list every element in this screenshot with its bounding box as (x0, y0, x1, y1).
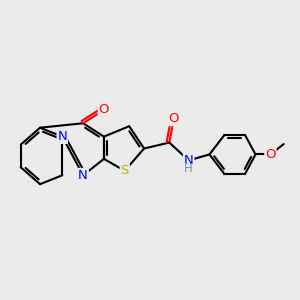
Text: S: S (121, 164, 129, 177)
Text: O: O (169, 112, 179, 125)
Text: O: O (265, 148, 276, 161)
Text: O: O (99, 103, 109, 116)
Text: N: N (57, 130, 67, 143)
Text: H: H (184, 162, 193, 175)
Text: N: N (78, 169, 88, 182)
Text: N: N (184, 154, 194, 167)
